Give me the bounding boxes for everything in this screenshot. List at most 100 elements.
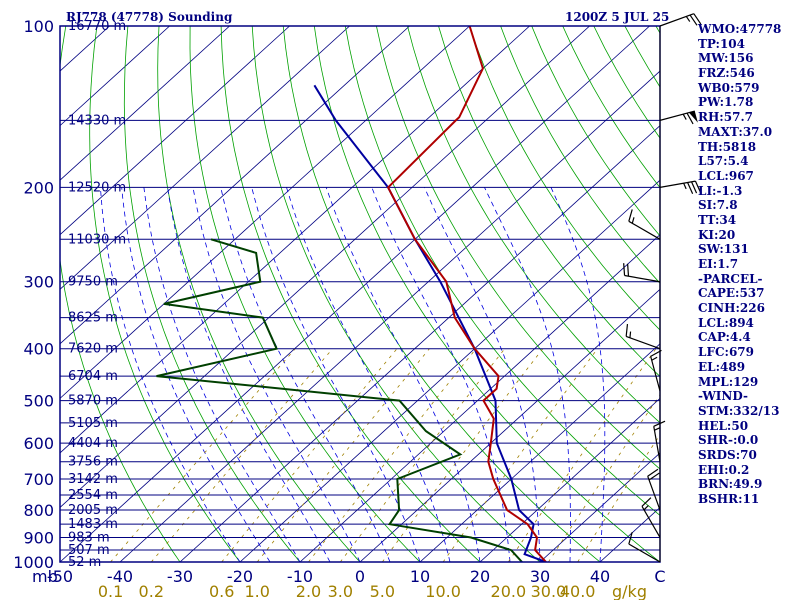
wind-barb: [647, 468, 661, 511]
index-item: TH:5818: [698, 139, 757, 154]
mixing-ratio-tick-label: 40.0: [560, 582, 596, 600]
pressure-tick-label: 300: [23, 273, 54, 292]
wind-barb: [641, 497, 661, 538]
wind-barb-flag: [650, 349, 662, 357]
isotherm: [239, 179, 660, 562]
index-item: PW:1.78: [698, 95, 754, 110]
wind-barb-flag: [628, 209, 633, 222]
wind-barb-flag: [687, 182, 694, 195]
wind-barb-staff: [628, 543, 661, 563]
index-item: RH:57.7: [698, 110, 753, 125]
height-label: 8625 m: [68, 311, 118, 326]
index-item: SI:7.8: [698, 198, 738, 213]
wind-barb-half-flag: [685, 16, 691, 22]
pressure-tick-label: 1000: [13, 553, 54, 572]
mixing-ratio-labels: 0.1 0.2 0.6 1.0 2.0 3.0 5.0 10.0 20.0 30.040.0 g/k…: [98, 582, 647, 600]
pressure-tick-label: 400: [23, 340, 54, 359]
pressure-tick-label: 600: [23, 434, 54, 453]
mixing-ratio-line: [507, 348, 657, 562]
temperature-tick-label: 40: [590, 567, 610, 586]
index-item: LCL:894: [698, 315, 754, 330]
index-item: -WIND-: [698, 389, 748, 404]
height-label: 983 m: [68, 530, 110, 545]
height-label: 6704 m: [68, 369, 118, 384]
index-item: LCL:967: [698, 168, 754, 183]
wind-barb-half-flag: [682, 113, 687, 120]
isotherm: [539, 452, 660, 562]
moist-adiabat: [371, 187, 511, 562]
height-label: 16770 m: [68, 19, 126, 34]
wind-barb: [659, 13, 702, 27]
dry-adiabat: [189, 26, 421, 562]
mixing-ratio-tick-label: 0.2: [139, 582, 164, 600]
mixing-ratio-unit-label: g/kg: [612, 582, 647, 600]
index-item: KI:20: [698, 227, 736, 242]
index-item: CAPE:537: [698, 286, 765, 301]
height-label: 3142 m: [68, 472, 118, 487]
wind-barb-flag: [647, 468, 659, 477]
index-item: HEL:50: [698, 418, 749, 433]
isobar-lines: [60, 25, 660, 563]
mixing-ratio-tick-label: 5.0: [370, 582, 395, 600]
wind-barb-staff: [647, 476, 661, 511]
moist-adiabat: [325, 187, 481, 562]
moist-adiabat: [550, 187, 606, 562]
wind-barb: [623, 263, 661, 283]
index-item: WMO:47778: [698, 22, 782, 36]
index-item: LI:-1.3: [698, 183, 743, 198]
mixing-ratio-line: [221, 348, 398, 562]
temperature-tick-label: -20: [227, 567, 253, 586]
wind-barb-pennant: [688, 111, 698, 123]
pressure-tick-label: 800: [23, 501, 54, 520]
height-label: 4404 m: [68, 436, 118, 451]
index-item: LFC:679: [698, 345, 754, 360]
dry-adiabat: [157, 26, 361, 562]
pressure-tick-labels: 100 200 300 400 500 600 700 800 900 1000: [13, 17, 54, 572]
wind-barb-half-flag: [654, 427, 661, 431]
wind-barb: [659, 110, 698, 125]
height-label: 507 m: [68, 543, 110, 558]
wind-barb-flag: [628, 531, 633, 545]
wind-barb-staff: [650, 356, 661, 392]
wind-barb-staff: [653, 426, 661, 462]
wind-barb-flag: [686, 112, 694, 125]
dewpoint-line: [156, 238, 523, 562]
wind-barb: [653, 420, 666, 462]
index-item: EI:1.7: [698, 257, 739, 271]
index-item: STM:332/13: [698, 403, 780, 418]
height-label: 7620 m: [68, 342, 118, 357]
index-item: BSHR:11: [698, 492, 760, 506]
wind-barbs: [623, 13, 702, 563]
index-item: L57:5.4: [698, 154, 749, 169]
mixing-ratio-tick-label: 20.0: [491, 582, 527, 600]
temperature-tick-label: 0: [355, 567, 365, 586]
pressure-tick-label: 700: [23, 470, 54, 489]
wind-barb-flag: [648, 472, 660, 481]
isotherm: [60, 26, 470, 399]
pressure-tick-label: 500: [23, 392, 54, 411]
isotherm: [60, 26, 170, 127]
wind-barb-staff: [624, 274, 661, 283]
indices-panel: WMO:47778 TP:104 MW:156 FRZ:546 WB0:579 PW:1.…: [698, 22, 798, 507]
index-item: TP:104: [698, 36, 746, 51]
observation-time: 1200Z 5 JUL 25: [565, 10, 670, 24]
wind-barb-half-flag: [651, 356, 658, 361]
index-item: MAXT:37.0: [698, 124, 773, 139]
index-item: MPL:129: [698, 374, 759, 389]
wind-barb-flag: [690, 181, 698, 194]
isotherm: [60, 26, 290, 236]
wind-barb-flag: [641, 497, 652, 507]
index-item: FRZ:546: [698, 66, 755, 81]
height-label: 14330 m: [68, 113, 126, 128]
mixing-ratio-tick-label: 30.0: [531, 582, 567, 600]
mixing-ratio-tick-label: 10.0: [425, 582, 461, 600]
wind-barb: [659, 180, 702, 195]
index-item: BRN:49.9: [698, 477, 763, 492]
isotherm: [60, 26, 350, 290]
isotherm: [60, 26, 530, 454]
moist-adiabat-lines: [100, 187, 606, 562]
dry-adiabat: [313, 26, 660, 562]
wind-barb-staff: [641, 505, 661, 538]
wind-barb: [628, 209, 661, 240]
